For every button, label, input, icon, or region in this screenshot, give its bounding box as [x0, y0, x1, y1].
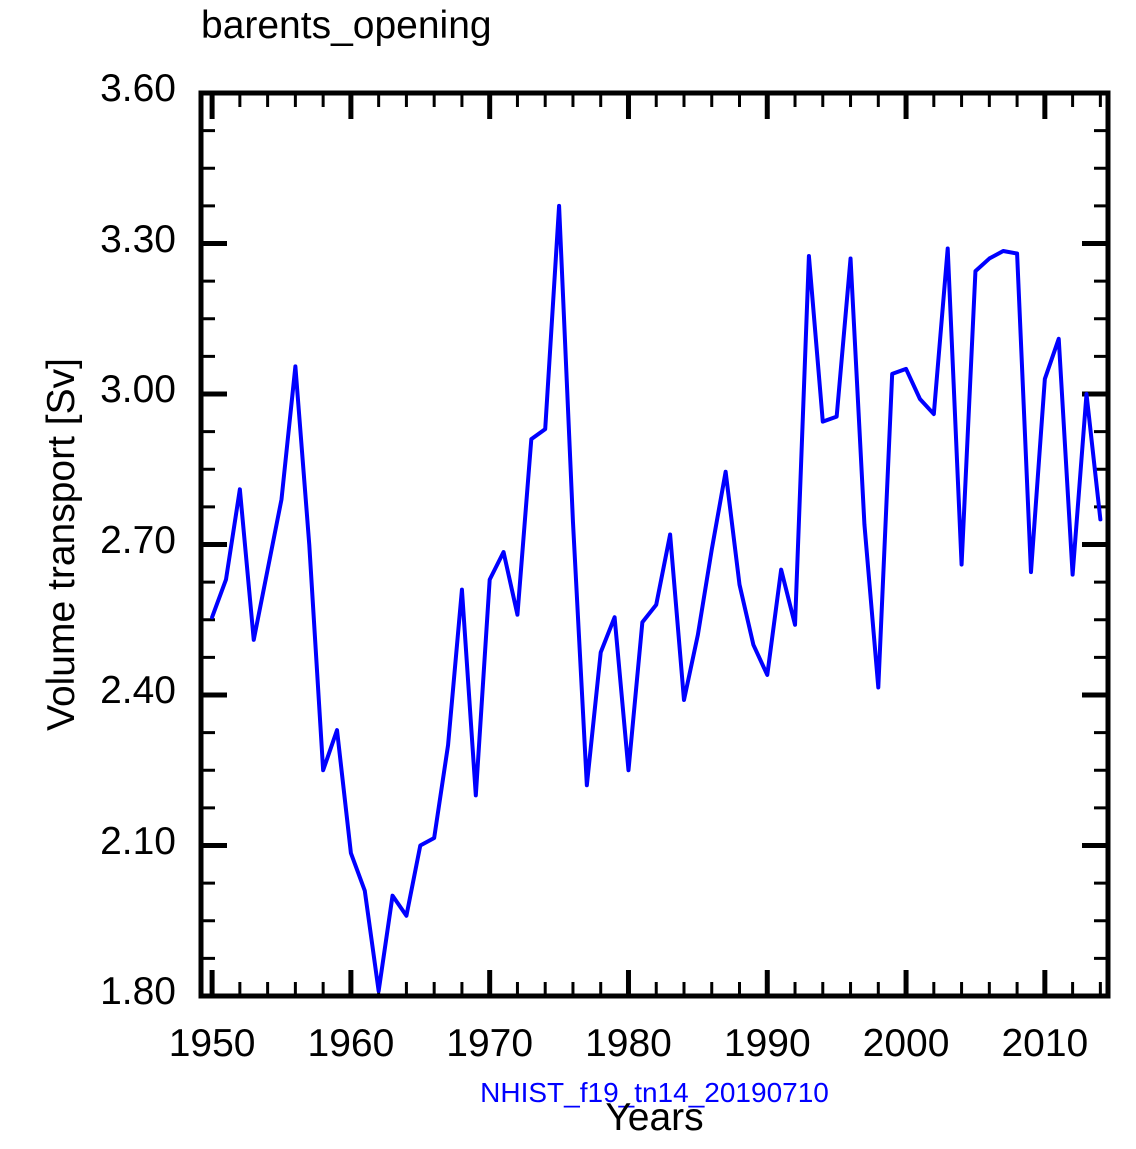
x-tick-label: 2010 [1001, 1022, 1089, 1065]
major-ticks [201, 90, 1108, 999]
minor-ticks [201, 93, 1108, 996]
y-tick-label: 2.10 [100, 819, 176, 863]
y-tick-label: 1.80 [100, 970, 176, 1013]
x-tick-label: 1950 [168, 1022, 256, 1065]
axes-frame [198, 90, 1111, 999]
y-tick-label: 2.40 [100, 669, 176, 712]
x-tick-label: 1990 [723, 1022, 811, 1065]
y-tick-label: 3.30 [100, 217, 176, 261]
series-annotation: NHIST_f19_tn14_20190710 [480, 1077, 829, 1108]
x-tick-label: 1980 [585, 1022, 672, 1065]
x-tick-label: 2000 [862, 1022, 950, 1065]
x-tick-label: 1970 [446, 1022, 534, 1065]
x-axis-label: Years [605, 1096, 704, 1139]
y-tick-label: 2.70 [100, 518, 176, 562]
x-tick-label: 1960 [307, 1022, 395, 1065]
y-tick-label: 3.60 [100, 67, 176, 110]
y-tick-label: 3.00 [100, 368, 176, 411]
page-title: barents_opening [201, 4, 492, 47]
data-line-series [210, 203, 1103, 993]
